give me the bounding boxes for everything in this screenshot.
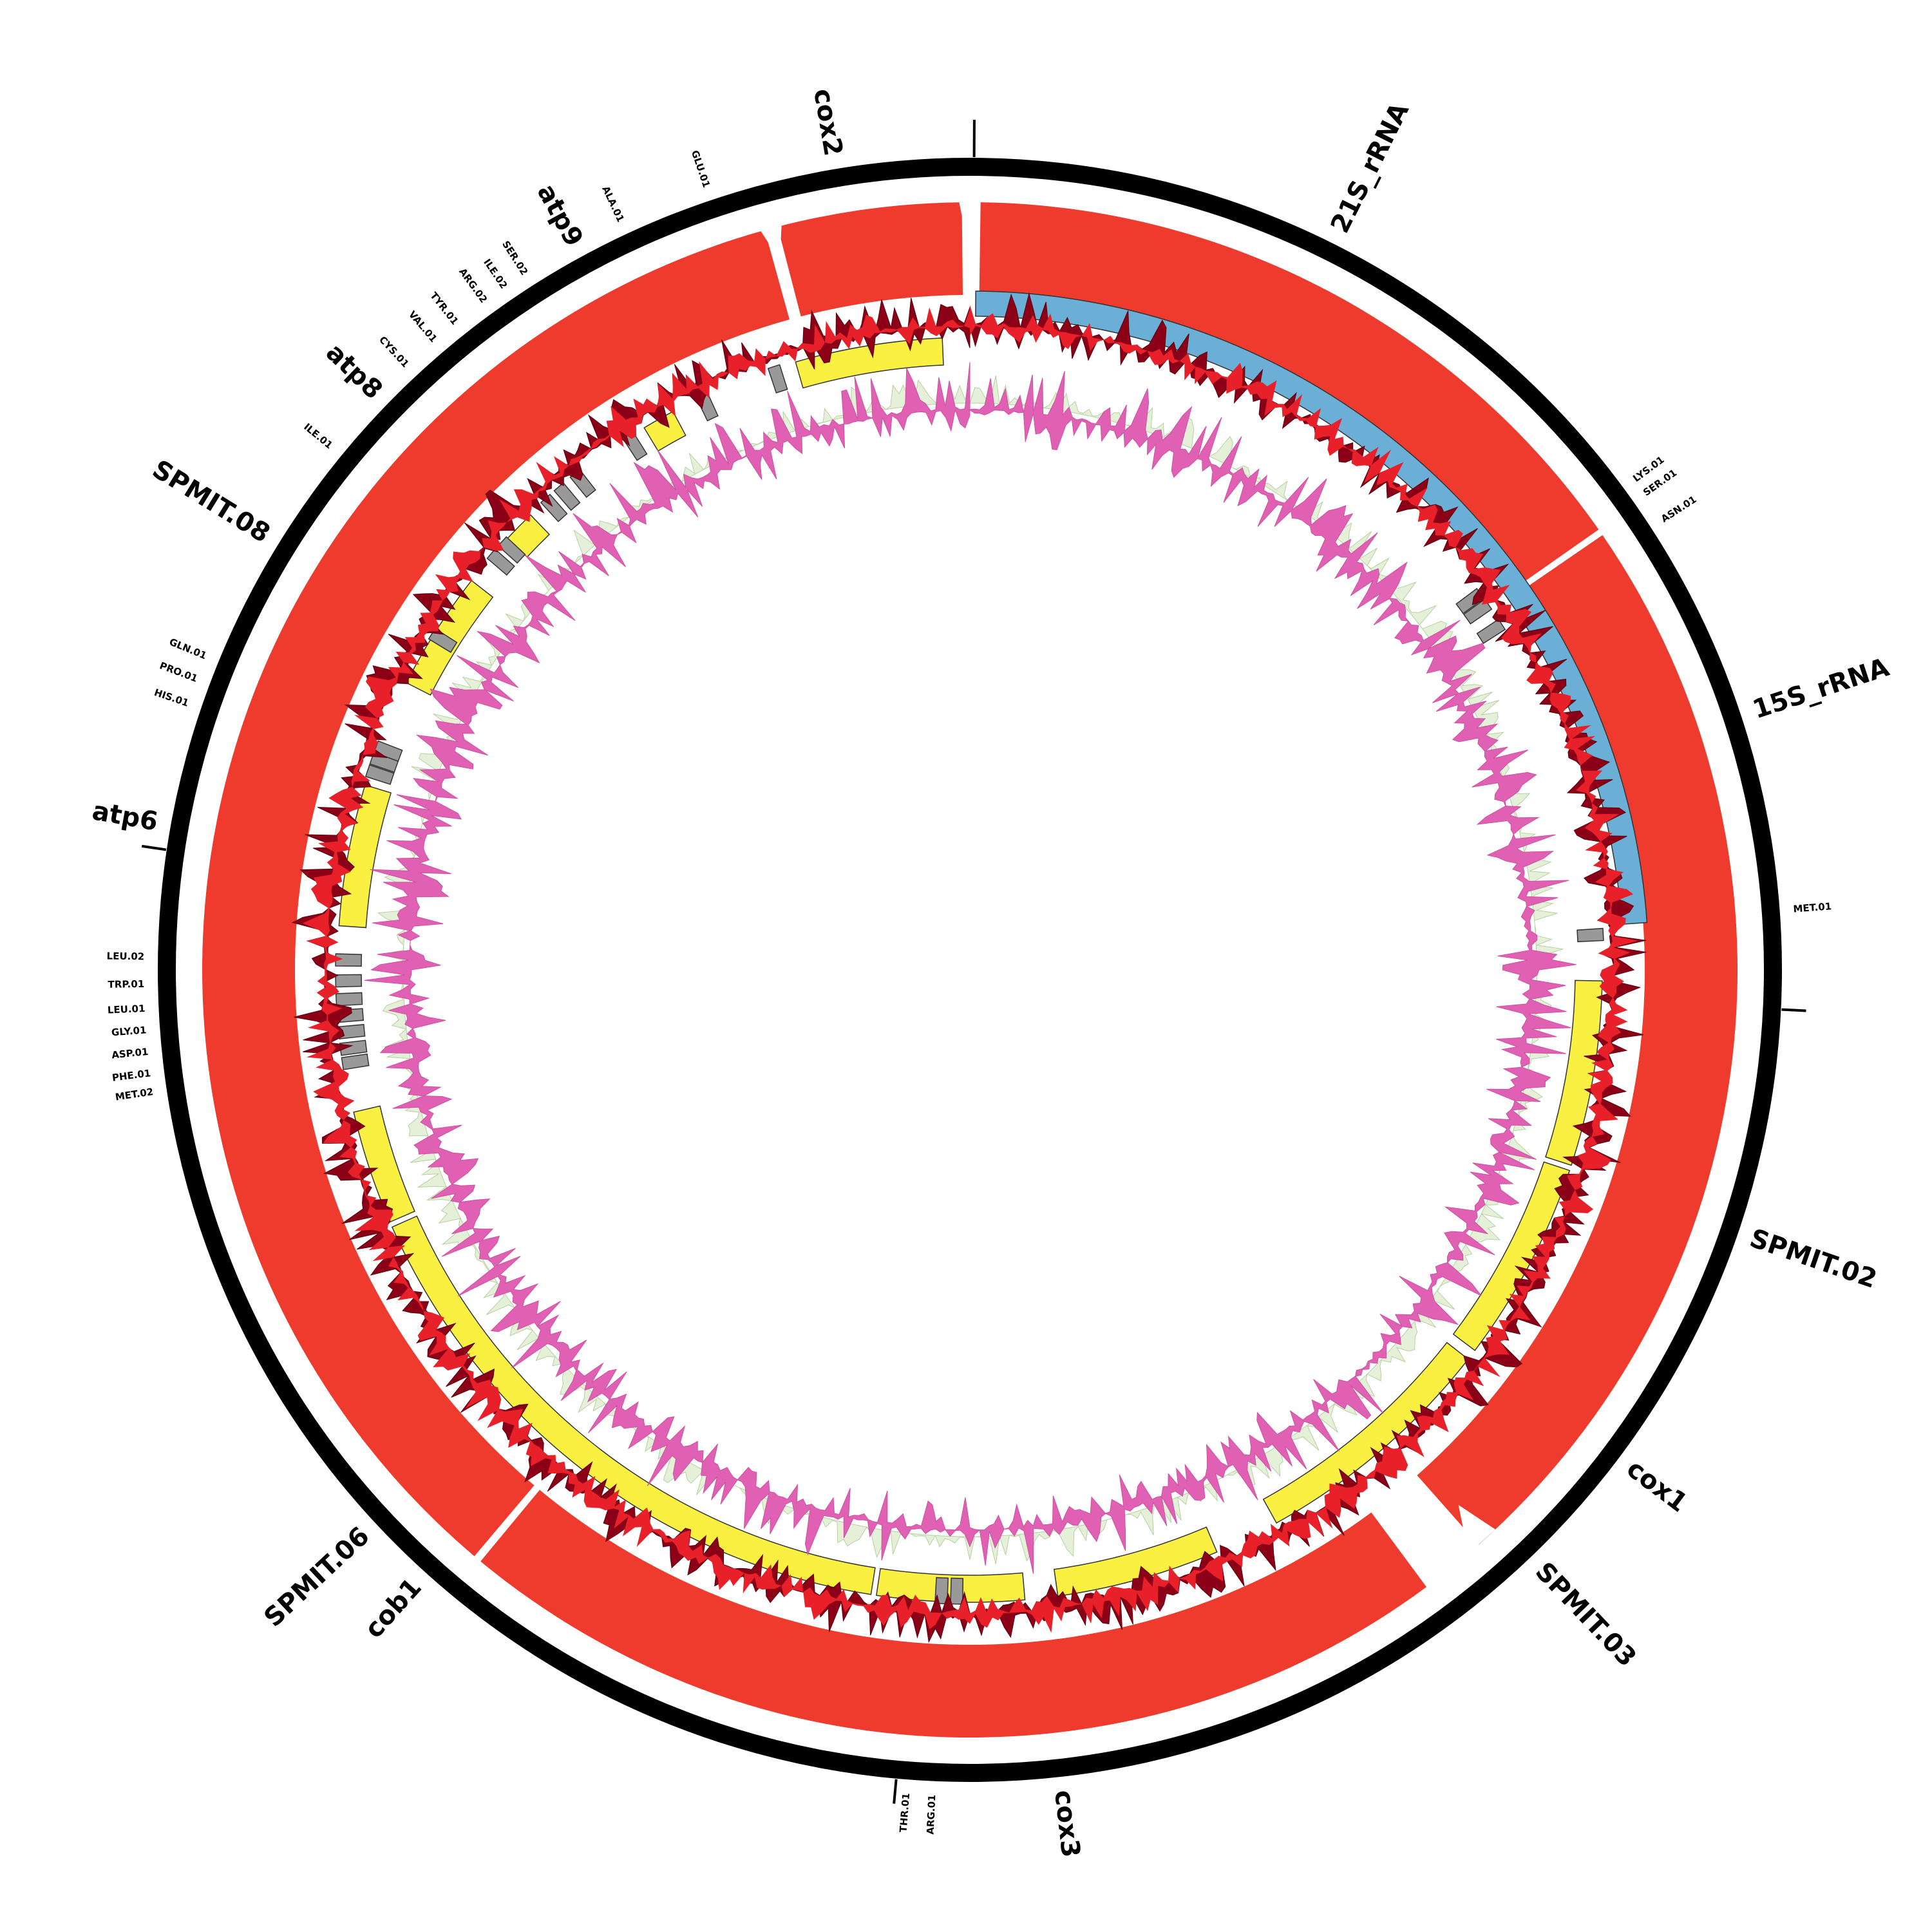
trna-label: ARG.02 [457, 266, 489, 305]
coverage-dark [291, 292, 1647, 1643]
trna-block [1577, 927, 1604, 943]
trna-block [497, 536, 526, 564]
gc-pink [364, 362, 1577, 1574]
trna-label: LEU.01 [107, 1003, 145, 1016]
red-ring-segment [480, 1490, 1427, 1738]
orf-block [1053, 1526, 1218, 1597]
orf-block [1545, 980, 1603, 1166]
ring-tick [141, 844, 167, 851]
trna-block [934, 1577, 949, 1605]
trna-label: SER.02 [500, 239, 530, 278]
orf-block [391, 1215, 876, 1595]
trna-label: ASP.01 [111, 1046, 149, 1061]
tracks [291, 290, 1648, 1643]
ring-notch [761, 225, 782, 261]
gene-label: atp8 [320, 338, 388, 405]
ring-tick [1781, 1008, 1806, 1012]
trna-label: TYR.01 [428, 290, 460, 327]
trna-label: PHE.01 [111, 1067, 151, 1083]
trna-label: GLY.01 [111, 1024, 147, 1038]
trna-label: THR.01 [897, 1792, 912, 1832]
orf-block [643, 410, 687, 452]
red-ring-segment [202, 230, 790, 1557]
trna-label: LEU.02 [106, 950, 144, 962]
trna-label: ILE.02 [481, 257, 509, 291]
trna-block [553, 482, 581, 511]
gene-label: cob1 [359, 1573, 428, 1644]
trna-label: ALA.01 [600, 184, 627, 224]
red-ring-segment [1417, 535, 1738, 1545]
trna-label: GLU.01 [689, 149, 712, 189]
gene-label: 15S_rRNA [1749, 652, 1893, 724]
rrna-block [975, 290, 1648, 925]
trna-label: HIS.01 [153, 687, 190, 709]
trna-label: GLN.01 [167, 636, 208, 662]
ring-notch [1458, 1504, 1495, 1554]
gc-light [377, 375, 1564, 1564]
trna-label: ARG.01 [925, 1794, 938, 1835]
trna-block [365, 764, 395, 785]
trna-label: PRO.01 [158, 659, 199, 685]
gene-label: cox1 [1621, 1454, 1692, 1519]
red-ring-segment [777, 202, 963, 317]
trna-block [950, 1577, 964, 1605]
gene-label: SPMIT.06 [259, 1521, 375, 1633]
trna-block [335, 974, 363, 988]
trna-label: MET.01 [1793, 900, 1832, 914]
gene-label: 21S_rRNA [1325, 98, 1415, 238]
trna-block [341, 1053, 370, 1070]
orf-block [338, 784, 392, 929]
trna-label: CYS.01 [377, 334, 412, 370]
orf-block [795, 337, 944, 389]
trna-label: VAL.01 [406, 308, 440, 345]
trna-label: ASN.01 [1659, 493, 1698, 525]
trna-block [486, 548, 515, 576]
trna-label: TRP.01 [108, 978, 144, 990]
gene-label: SPMIT.03 [1530, 1557, 1642, 1672]
gene-label: SPMIT.08 [147, 455, 276, 549]
gene-label: cox3 [1048, 1788, 1085, 1859]
trna-label: ILE.01 [301, 421, 335, 451]
trna-block [339, 1039, 368, 1056]
gene-label: cox2 [808, 86, 848, 158]
trna-block [1476, 618, 1506, 644]
gene-label: atp9 [531, 179, 589, 251]
trna-label: MET.02 [115, 1086, 155, 1103]
ring-notch [959, 202, 981, 255]
gene-label: atp6 [90, 796, 160, 837]
trna-block [428, 627, 458, 653]
gene-label: SPMIT.02 [1746, 1224, 1880, 1294]
ring-tick [893, 1779, 898, 1804]
trna-block [335, 992, 363, 1007]
orf-block [353, 1105, 415, 1223]
trna-block [767, 364, 788, 394]
outer-ring [158, 158, 1782, 1782]
trna-block [335, 953, 363, 967]
orf-block [1262, 1341, 1469, 1524]
